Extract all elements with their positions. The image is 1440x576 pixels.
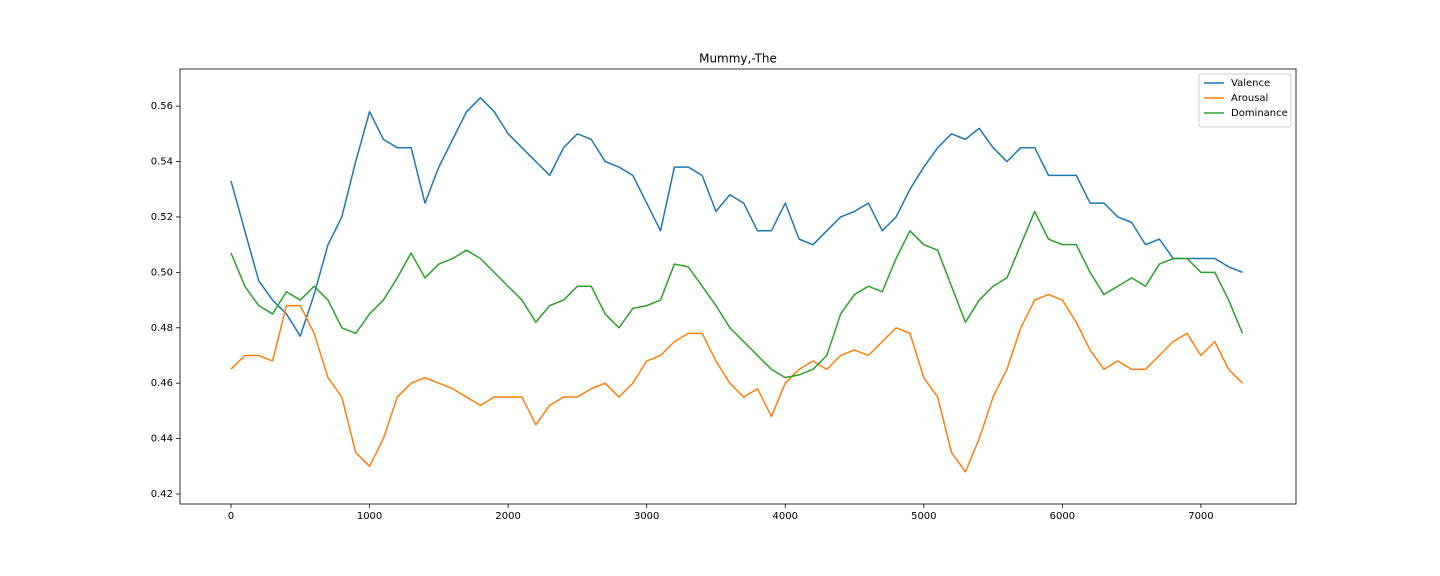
axes-frame: [179, 68, 1297, 505]
y-tick-label: 0.48: [151, 323, 173, 334]
chart-title: Mummy,-The: [699, 52, 777, 66]
series-line: [230, 97, 1243, 337]
y-tick-label: 0.50: [151, 267, 173, 278]
x-tick-label: 7000: [1188, 511, 1213, 522]
y-tick-label: 0.54: [151, 157, 173, 168]
x-tick-label: 0: [228, 511, 234, 522]
legend-label: Arousal: [1231, 93, 1268, 104]
legend-label: Valence: [1231, 78, 1270, 89]
y-tick-label: 0.56: [151, 101, 173, 112]
y-tick-label: 0.42: [151, 489, 173, 500]
series-line: [230, 293, 1244, 473]
x-tick-label: 4000: [773, 511, 798, 522]
y-tick-label: 0.52: [151, 212, 173, 223]
x-tick-label: 1000: [357, 511, 382, 522]
y-tick-label: 0.46: [151, 378, 173, 389]
x-tick-label: 2000: [495, 511, 520, 522]
x-tick-label: 3000: [634, 511, 659, 522]
legend-label: Dominance: [1231, 108, 1288, 119]
series-line: [230, 210, 1244, 379]
x-tick-label: 5000: [911, 511, 936, 522]
x-tick-label: 6000: [1050, 511, 1075, 522]
y-tick-label: 0.44: [151, 434, 173, 445]
